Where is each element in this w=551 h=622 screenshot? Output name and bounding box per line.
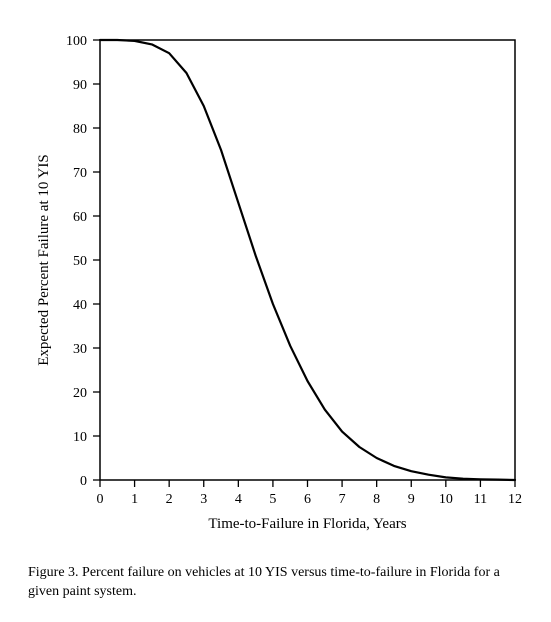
y-tick-label: 60 [73, 210, 87, 225]
x-tick-label: 11 [474, 492, 487, 507]
x-tick-label: 8 [373, 492, 380, 507]
y-tick-label: 10 [73, 430, 87, 445]
y-tick-label: 100 [66, 34, 87, 49]
y-tick-label: 0 [80, 474, 87, 489]
failure-chart: 01234567891011120102030405060708090100Ti… [20, 20, 531, 550]
y-tick-label: 30 [73, 342, 87, 357]
x-tick-label: 12 [508, 492, 522, 507]
figure-caption: Figure 3. Percent failure on vehicles at… [20, 564, 531, 602]
x-tick-label: 0 [97, 492, 104, 507]
x-tick-label: 6 [304, 492, 311, 507]
y-tick-label: 40 [73, 298, 87, 313]
x-tick-label: 5 [269, 492, 276, 507]
chart-container: 01234567891011120102030405060708090100Ti… [20, 20, 531, 602]
chart-bg [20, 20, 531, 550]
y-tick-label: 50 [73, 254, 87, 269]
x-tick-label: 3 [200, 492, 207, 507]
y-tick-label: 80 [73, 122, 87, 137]
y-tick-label: 20 [73, 386, 87, 401]
y-tick-label: 70 [73, 166, 87, 181]
x-tick-label: 2 [166, 492, 173, 507]
y-axis-label: Expected Percent Failure at 10 YIS [36, 154, 52, 365]
x-tick-label: 9 [408, 492, 415, 507]
x-tick-label: 4 [235, 492, 242, 507]
x-tick-label: 10 [439, 492, 453, 507]
y-tick-label: 90 [73, 78, 87, 93]
x-axis-label: Time-to-Failure in Florida, Years [208, 516, 406, 532]
x-tick-label: 1 [131, 492, 138, 507]
x-tick-label: 7 [339, 492, 346, 507]
